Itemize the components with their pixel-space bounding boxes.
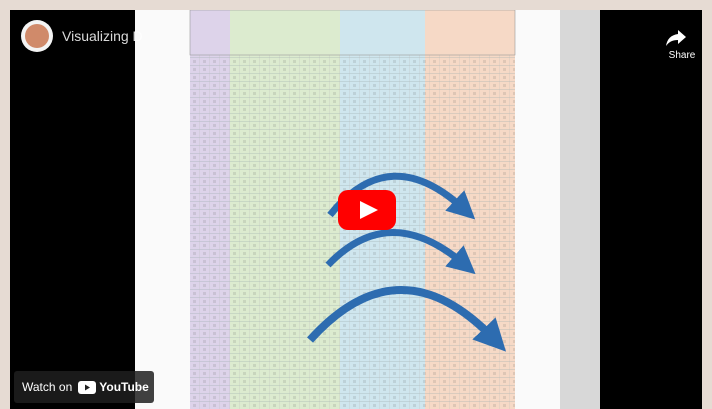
youtube-brand: YouTube (99, 380, 149, 394)
share-label[interactable]: Share (668, 50, 696, 61)
share-icon[interactable] (666, 30, 686, 46)
side-strip (560, 10, 600, 409)
video-title[interactable]: Visualizing D (62, 28, 143, 44)
video-player[interactable]: Visualizing D Share Watch on YouTube (10, 10, 702, 409)
grid (190, 55, 515, 409)
avatar-face (25, 24, 49, 48)
watch-on-youtube[interactable]: Watch on YouTube (14, 371, 154, 403)
arrow (325, 229, 476, 275)
youtube-icon (78, 380, 97, 394)
watch-on-label: Watch on (22, 380, 73, 394)
header-row (189, 10, 516, 56)
video-thumbnail (21, 10, 686, 409)
arrow (307, 286, 507, 352)
play-icon (360, 201, 378, 219)
youtube-logo: YouTube (78, 380, 149, 394)
play-button[interactable] (338, 190, 396, 230)
